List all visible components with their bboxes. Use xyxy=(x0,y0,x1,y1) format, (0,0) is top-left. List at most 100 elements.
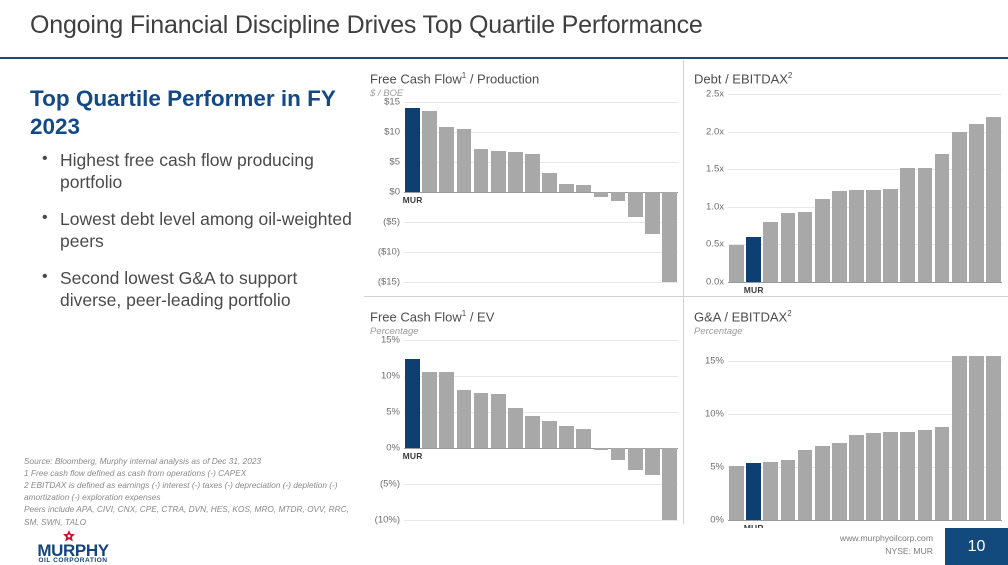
chart-plot: $15 $10 $5 $0 ($5) ($10) ($15) MUR xyxy=(370,97,678,288)
bar-peer xyxy=(917,430,933,520)
plot-area: MUR xyxy=(728,340,1002,533)
bar-peer xyxy=(986,116,1001,282)
footnotes: Source: Bloomberg, Murphy internal analy… xyxy=(24,455,364,528)
chart-subtitle: $ / BOE xyxy=(370,88,404,99)
bar-slot xyxy=(780,94,796,282)
bar-slot xyxy=(900,340,916,520)
bar-peer xyxy=(507,152,523,192)
chart-ga-ebitdax: G&A / EBITDAX2 Percentage 15% 10% 5% 0% MUR xyxy=(688,298,1004,533)
bar-slot xyxy=(525,102,540,282)
horizontal-divider xyxy=(364,296,1008,297)
bar-slot xyxy=(968,94,984,282)
bar-slot xyxy=(934,340,950,520)
chart-title: Free Cash Flow1 / EV xyxy=(370,309,495,325)
bar-slot xyxy=(662,102,677,282)
y-axis-tick-label: 1.5x xyxy=(706,163,724,175)
bar-peer xyxy=(934,426,950,520)
bar-peer xyxy=(559,426,575,448)
bar-slot xyxy=(542,102,557,282)
bar-slot xyxy=(644,102,660,282)
bar-peer xyxy=(593,448,609,451)
zero-axis-line xyxy=(728,520,1002,521)
bar-series xyxy=(404,340,678,520)
bar-peer xyxy=(797,212,813,282)
bar-peer xyxy=(490,150,506,192)
chart-plot: 2.5x 2.0x 1.5x 1.0x 0.5x 0.0x MUR xyxy=(694,89,1002,295)
chart-title: Free Cash Flow1 / Production xyxy=(370,71,540,87)
bar-slot xyxy=(439,340,455,520)
gridline xyxy=(404,132,678,133)
bar-peer xyxy=(883,188,899,282)
bar-peer xyxy=(490,394,506,448)
bullet-list: • Highest free cash flow producing portfo… xyxy=(38,149,356,325)
chart-free-cash-flow-production: Free Cash Flow1 / Production $ / BOE $15… xyxy=(364,60,680,292)
bar-peer xyxy=(831,191,847,282)
bar-peer xyxy=(456,390,472,448)
list-item: • Second lowest G&A to support diverse, p… xyxy=(38,267,356,312)
bar-slot xyxy=(746,340,762,520)
bar-slot xyxy=(763,340,779,520)
list-item: • Lowest debt level among oil-weighted pe… xyxy=(38,208,356,253)
bar-slot xyxy=(405,340,420,520)
bar-peer xyxy=(439,126,455,192)
bar-slot xyxy=(627,102,643,282)
y-axis-tick-label: 5% xyxy=(710,461,724,473)
bar-peer xyxy=(576,185,592,192)
slide-footer: MURPHY OIL CORPORATION www.murphyoilcorp… xyxy=(0,528,1008,565)
bar-peer xyxy=(968,124,984,282)
bar-peer xyxy=(797,450,813,520)
bar-slot xyxy=(422,340,438,520)
bar-slot xyxy=(849,94,864,282)
ticker-symbol: NYSE: MUR xyxy=(885,546,933,557)
zero-axis-line xyxy=(404,448,678,449)
plot-area: MUR xyxy=(728,94,1002,295)
gridline xyxy=(728,244,1002,246)
bar-peer xyxy=(763,221,779,282)
bar-slot xyxy=(422,102,438,282)
bar-slot xyxy=(473,102,489,282)
footnote-line: 1 Free cash flow defined as cash from op… xyxy=(24,468,247,479)
bar-highlighted-mur xyxy=(746,236,762,282)
zero-axis-line xyxy=(728,282,1002,283)
bar-slot xyxy=(576,340,592,520)
y-axis-tick-label: 0% xyxy=(710,514,724,526)
bar-slot xyxy=(951,340,967,520)
bar-slot xyxy=(610,102,626,282)
y-axis-tick-label: $15 xyxy=(384,96,400,108)
bar-slot xyxy=(814,94,830,282)
bar-slot xyxy=(986,94,1001,282)
bar-peer xyxy=(934,154,950,282)
y-axis-tick-label: ($15) xyxy=(377,276,400,288)
list-item-label: Lowest debt level among oil-weighted pee… xyxy=(60,208,352,252)
y-axis-tick-label: 0% xyxy=(386,442,400,454)
page-number-badge: 10 xyxy=(945,528,1008,565)
chart-title: G&A / EBITDAX2 xyxy=(694,309,792,325)
bar-slot xyxy=(542,340,557,520)
bar-slot xyxy=(559,102,575,282)
y-axis-tick-label: ($5) xyxy=(383,216,400,228)
bar-slot xyxy=(917,94,933,282)
logo-subtext: OIL CORPORATION xyxy=(38,557,108,564)
bar-peer xyxy=(525,154,540,192)
bar-slot xyxy=(780,340,796,520)
bar-peer xyxy=(627,192,643,218)
plot-area: MUR xyxy=(403,340,678,521)
bar-slot xyxy=(507,340,523,520)
bar-slot xyxy=(797,94,813,282)
y-axis-tick-label: $0 xyxy=(389,186,400,198)
bar-peer xyxy=(662,448,677,520)
bar-slot xyxy=(593,102,609,282)
bar-slot xyxy=(729,340,744,520)
bar-slot xyxy=(593,340,609,520)
zero-axis-line xyxy=(404,192,678,193)
chart-free-cash-flow-ev: Free Cash Flow1 / EV Percentage 15% 10% 5%… xyxy=(364,298,680,530)
page-title: Ongoing Financial Discipline Drives Top … xyxy=(30,11,703,39)
bar-peer xyxy=(849,435,864,520)
gridline xyxy=(404,252,678,253)
bar-peer xyxy=(866,433,881,520)
bar-peer xyxy=(473,148,489,192)
company-website[interactable]: www.murphyoilcorp.com xyxy=(839,533,933,543)
bar-slot xyxy=(866,94,881,282)
chart-subtitle: Percentage xyxy=(370,326,419,337)
